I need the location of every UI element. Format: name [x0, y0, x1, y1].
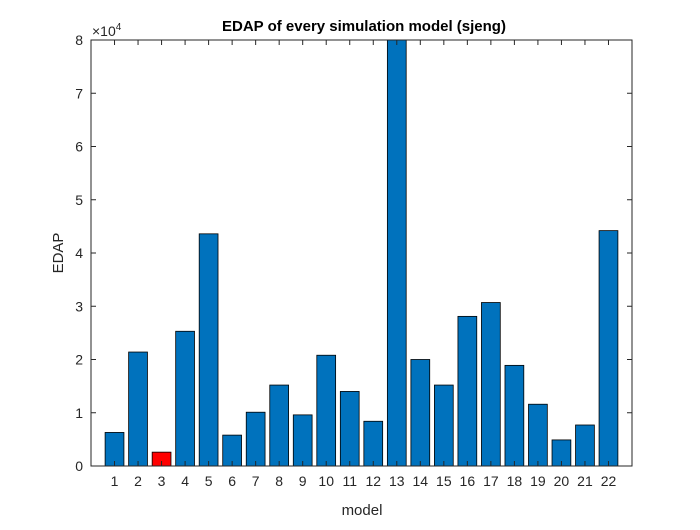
x-tick-label-12: 12 — [365, 473, 381, 489]
y-tick-label-7: 7 — [75, 85, 83, 101]
bar-model-16 — [457, 315, 478, 467]
y-tick-label-1: 1 — [75, 405, 83, 421]
y-axis-exponent: ×104 — [92, 22, 122, 39]
x-tick-label-13: 13 — [389, 473, 405, 489]
bar-model-21 — [575, 424, 595, 467]
bars-group — [104, 39, 619, 467]
bar-model-13 — [386, 39, 407, 467]
x-tick-label-10: 10 — [318, 473, 334, 489]
y-tick-label-5: 5 — [75, 192, 83, 208]
bar-model-14 — [410, 359, 431, 467]
bar-model-2 — [128, 351, 148, 467]
axes-box — [90, 39, 633, 467]
x-tick-label-5: 5 — [205, 473, 213, 489]
bar-model-8 — [269, 384, 289, 467]
x-tick-label-22: 22 — [601, 473, 617, 489]
x-tick-label-20: 20 — [554, 473, 570, 489]
x-tick-label-7: 7 — [252, 473, 260, 489]
x-tick-label-4: 4 — [181, 473, 189, 489]
bar-model-22 — [598, 230, 619, 467]
x-tick-label-11: 11 — [342, 473, 357, 489]
x-tick-label-9: 9 — [299, 473, 307, 489]
bar-model-5 — [198, 233, 219, 467]
x-tick-label-21: 21 — [577, 473, 593, 489]
x-tick-label-6: 6 — [228, 473, 236, 489]
x-tick-label-1: 1 — [111, 473, 119, 489]
bar-model-9 — [292, 414, 313, 467]
bar-model-1 — [104, 432, 125, 467]
bar-model-4 — [175, 330, 195, 467]
x-tick-label-14: 14 — [413, 473, 429, 489]
x-tick-label-3: 3 — [158, 473, 166, 489]
y-tick-label-3: 3 — [75, 298, 83, 314]
x-tick-label-16: 16 — [460, 473, 476, 489]
y-tick-label-4: 4 — [75, 245, 83, 261]
bar-model-17 — [481, 302, 501, 467]
bar-model-7 — [245, 411, 266, 467]
x-tick-label-19: 19 — [530, 473, 546, 489]
x-tick-label-2: 2 — [134, 473, 142, 489]
bar-model-12 — [363, 420, 384, 467]
y-tick-label-2: 2 — [75, 352, 83, 368]
bar-model-18 — [504, 364, 525, 467]
x-tick-label-17: 17 — [483, 473, 499, 489]
x-tick-label-15: 15 — [436, 473, 452, 489]
x-axis-label: model — [342, 502, 383, 519]
y-axis-label: EDAP — [50, 233, 67, 274]
y-tick-label-8: 8 — [75, 32, 83, 48]
x-tick-label-8: 8 — [275, 473, 283, 489]
y-tick-label-6: 6 — [75, 139, 83, 155]
x-tick-label-18: 18 — [507, 473, 523, 489]
bar-model-11 — [339, 391, 360, 467]
y-tick-label-0: 0 — [75, 458, 83, 474]
bar-model-10 — [316, 354, 337, 467]
bar-model-19 — [528, 403, 548, 467]
chart-title: EDAP of every simulation model (sjeng) — [222, 18, 506, 35]
ticks-group: 1 2 3 4 5 6 7 8 9 10 11 12 13 14 15 16 17 18 19 20 21 2201234… — [75, 32, 632, 489]
bar-model-15 — [434, 384, 454, 467]
